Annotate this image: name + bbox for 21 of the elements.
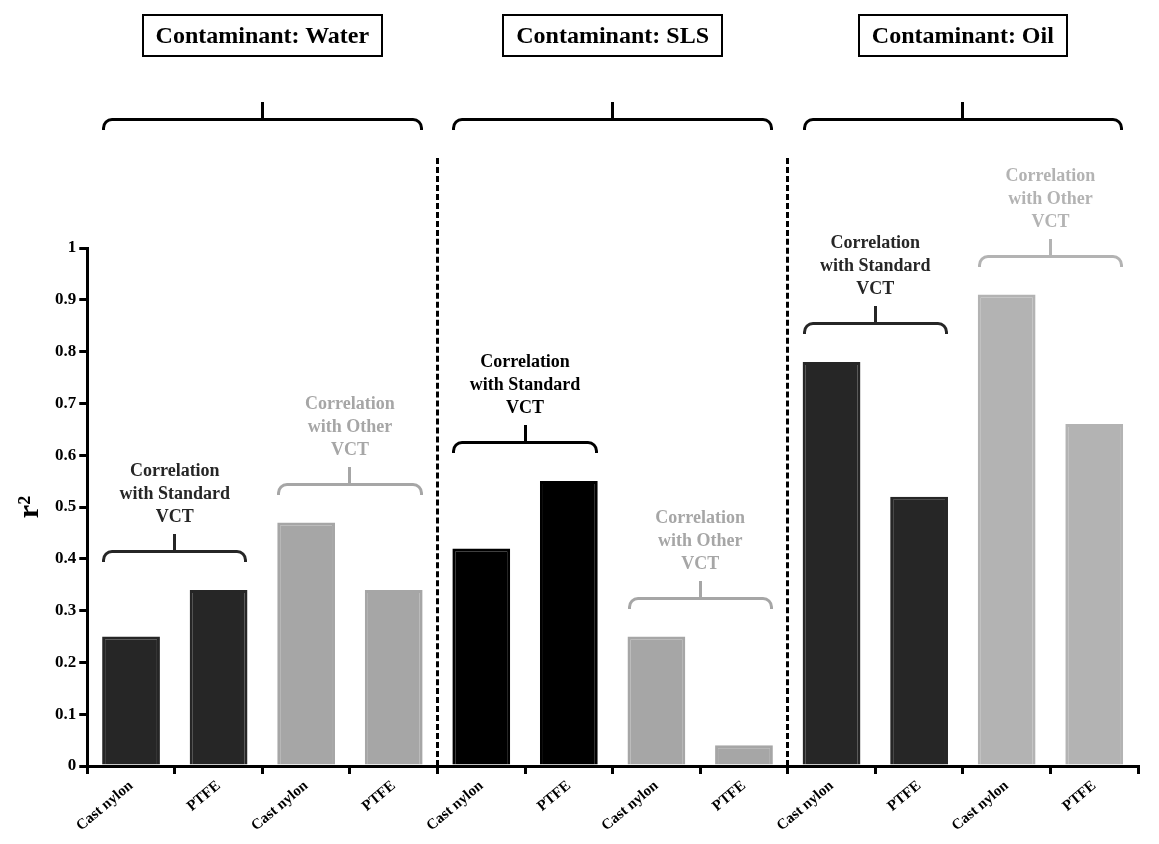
annotation: Correlation with Standard VCT bbox=[468, 350, 582, 420]
text: Contaminant: SLS bbox=[502, 14, 723, 57]
y-tick-label: 0.1 bbox=[55, 703, 77, 723]
annotation: Correlation with Standard VCT bbox=[819, 230, 932, 300]
y-tick-label: 0.4 bbox=[55, 548, 77, 568]
y-tick-label: 0.9 bbox=[55, 289, 77, 309]
text: Contaminant: Water bbox=[141, 14, 384, 57]
y-tick-label: 0.8 bbox=[55, 340, 77, 360]
y-tick-label: 0.5 bbox=[55, 496, 77, 516]
text: Contaminant: Oil bbox=[857, 14, 1068, 57]
y-tick-label: 0.2 bbox=[55, 651, 77, 671]
y-tick-label: 0 bbox=[67, 755, 77, 775]
y-tick-label: 1 bbox=[67, 237, 77, 257]
annotation: Correlation with Other VCT bbox=[654, 505, 746, 575]
y-tick-label: 0.6 bbox=[55, 444, 77, 464]
y-tick-label: 0.7 bbox=[55, 392, 77, 412]
text: Correlation with Other VCT bbox=[1004, 163, 1097, 233]
y-tick-label: 0.3 bbox=[55, 600, 77, 619]
annotation: Correlation with Other VCT bbox=[304, 391, 396, 461]
y-axis-title: r² bbox=[10, 495, 44, 519]
annotation: Correlation with Standard VCT bbox=[118, 458, 232, 528]
